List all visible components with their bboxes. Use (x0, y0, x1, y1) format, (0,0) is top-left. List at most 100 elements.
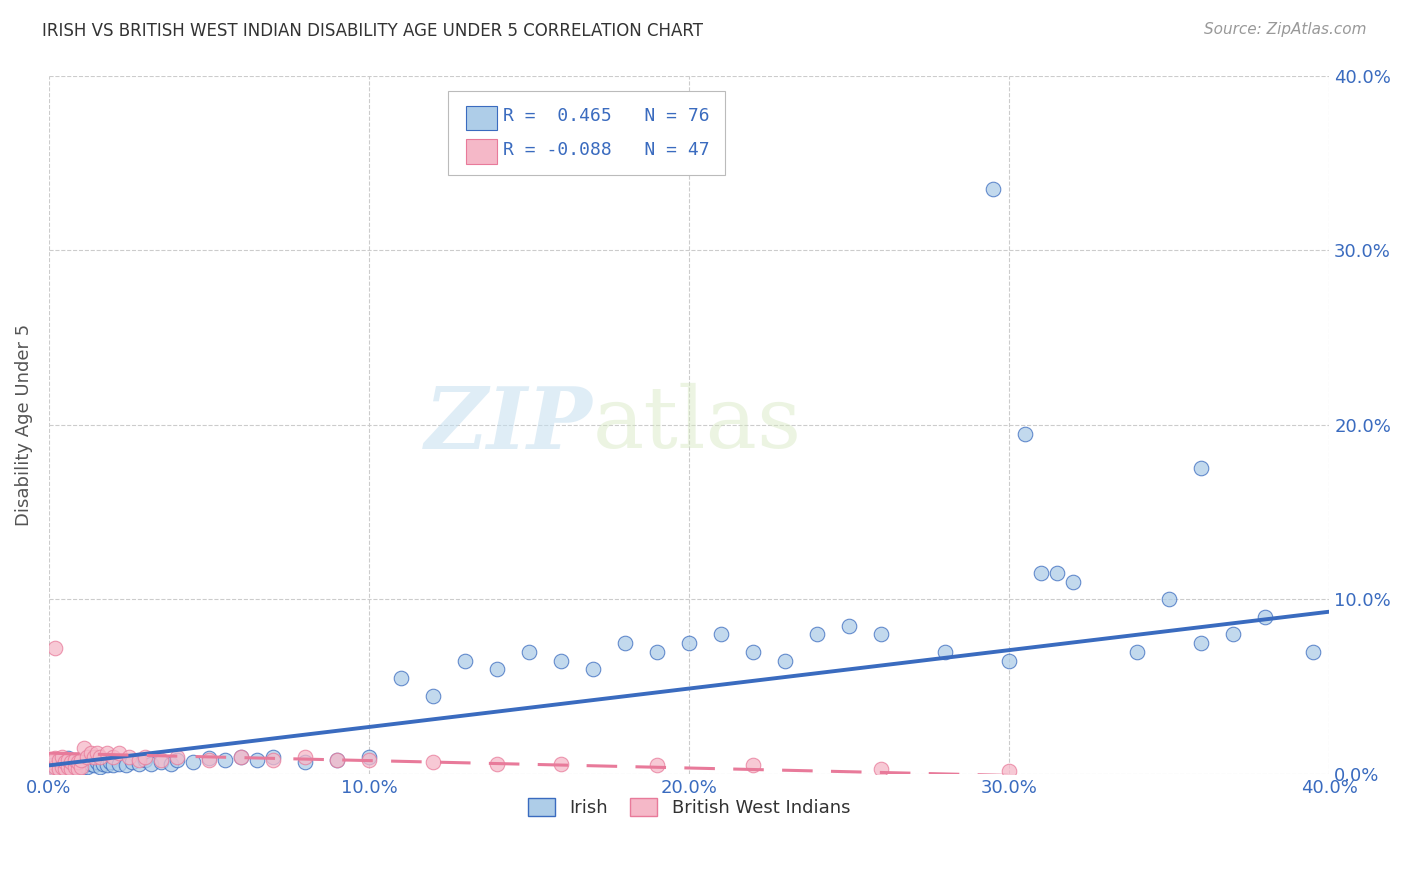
Point (710, 627, 733, 641)
Point (389, 671, 412, 685)
Point (41, 758, 63, 772)
Point (645, 758, 668, 772)
Point (294, 749, 316, 764)
Point (63, 753, 86, 767)
Point (56, 751, 79, 765)
Text: R = -0.088   N = 47: R = -0.088 N = 47 (503, 141, 710, 160)
Point (63, 762, 86, 776)
FancyBboxPatch shape (467, 105, 498, 130)
Point (582, 662, 605, 676)
Point (1159, 592, 1181, 607)
Point (63, 760, 86, 774)
Point (128, 756, 150, 771)
Point (1031, 566, 1053, 581)
Point (229, 749, 252, 764)
Point (645, 645, 668, 659)
Point (742, 645, 765, 659)
Point (48, 762, 70, 776)
Point (101, 758, 124, 772)
Point (128, 753, 150, 767)
Point (134, 753, 156, 767)
Point (262, 749, 284, 764)
Point (246, 753, 269, 767)
FancyBboxPatch shape (449, 91, 725, 176)
Point (614, 636, 637, 650)
Text: ZIP: ZIP (425, 383, 593, 467)
Point (422, 755, 444, 769)
Point (150, 755, 173, 769)
Point (53, 755, 76, 769)
Point (51, 753, 73, 767)
Text: IRISH VS BRITISH WEST INDIAN DISABILITY AGE UNDER 5 CORRELATION CHART: IRISH VS BRITISH WEST INDIAN DISABILITY … (42, 22, 703, 40)
Legend: Irish, British West Indians: Irish, British West Indians (522, 790, 858, 824)
Point (121, 755, 143, 769)
Point (357, 753, 380, 767)
Point (838, 618, 860, 632)
Point (48, 755, 70, 769)
Point (73, 740, 96, 755)
Point (53, 760, 76, 774)
Point (56, 753, 79, 767)
Point (550, 756, 572, 771)
Point (41, 755, 63, 769)
Point (86, 746, 108, 760)
Point (48, 753, 70, 767)
Point (108, 756, 131, 771)
Point (96, 758, 118, 772)
Point (1014, 426, 1036, 441)
Point (93, 756, 115, 771)
Point (1046, 566, 1069, 581)
Point (66, 753, 89, 767)
FancyBboxPatch shape (467, 139, 498, 163)
Point (101, 749, 124, 764)
Point (66, 755, 89, 769)
Point (76, 760, 98, 774)
Point (1222, 627, 1244, 641)
Point (998, 654, 1021, 668)
Point (550, 654, 572, 668)
Point (96, 746, 118, 760)
Point (150, 753, 173, 767)
Point (118, 749, 141, 764)
Point (44, 762, 66, 776)
Point (1254, 610, 1277, 624)
Point (181, 755, 204, 769)
Point (44, 641, 66, 656)
Point (998, 764, 1021, 778)
Point (517, 645, 540, 659)
Point (1189, 636, 1212, 650)
Text: atlas: atlas (593, 384, 803, 467)
Text: Source: ZipAtlas.com: Source: ZipAtlas.com (1204, 22, 1367, 37)
Point (870, 627, 893, 641)
Point (83, 749, 105, 764)
Point (51, 762, 73, 776)
Point (60, 755, 83, 769)
Point (70, 753, 93, 767)
Point (66, 760, 89, 774)
Point (89, 760, 111, 774)
Point (108, 746, 131, 760)
Point (262, 753, 284, 767)
Point (89, 749, 111, 764)
Point (98, 755, 121, 769)
Point (229, 749, 252, 764)
Point (166, 753, 188, 767)
Point (70, 760, 93, 774)
Point (70, 755, 93, 769)
Point (60, 762, 83, 776)
Point (486, 756, 509, 771)
Point (70, 762, 93, 776)
Point (198, 753, 221, 767)
Point (53, 756, 76, 771)
Point (56, 762, 79, 776)
Point (60, 755, 83, 769)
Point (134, 749, 156, 764)
Point (326, 753, 349, 767)
Point (870, 762, 893, 776)
Point (198, 751, 221, 765)
Point (73, 758, 96, 772)
Y-axis label: Disability Age Under 5: Disability Age Under 5 (15, 324, 32, 526)
Point (1302, 645, 1324, 659)
Point (86, 755, 108, 769)
Point (51, 760, 73, 774)
